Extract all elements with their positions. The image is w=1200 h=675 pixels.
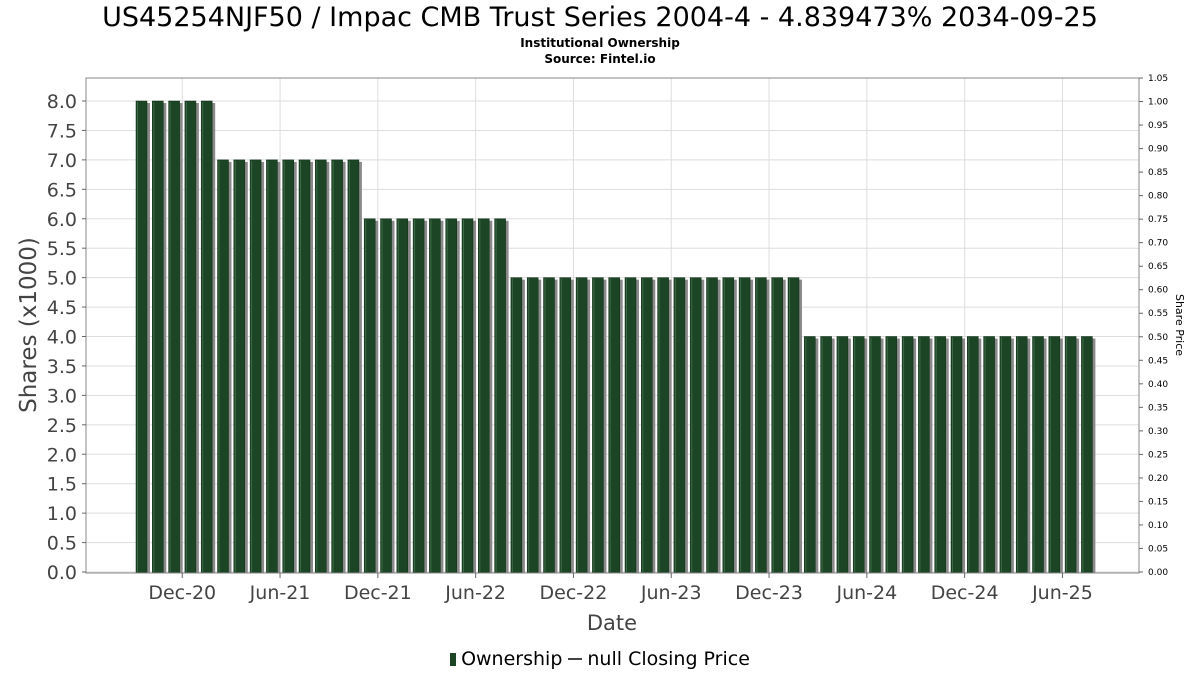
x-tick-label: Jun-21 [249, 582, 311, 604]
chart-source: Source: Fintel.io [544, 52, 656, 66]
y2-tick-label: 0.95 [1148, 121, 1168, 131]
x-tick-label: Dec-21 [344, 582, 412, 604]
chart-subtitle: Institutional Ownership [520, 36, 680, 50]
y2-tick-label: 0.50 [1148, 333, 1168, 343]
y2-tick-label: 1.05 [1148, 74, 1168, 84]
x-tick-label: Jun-23 [640, 582, 702, 604]
bar-series-ownership [86, 100, 1139, 574]
y2-tick-label: 0.00 [1148, 568, 1168, 578]
x-tick-label: Jun-25 [1031, 582, 1093, 604]
plot-frame [85, 77, 1140, 574]
y-tick-label: 2.5 [47, 415, 77, 437]
y2-tick-label: 0.45 [1148, 356, 1168, 366]
y-tick-label: 5.0 [47, 268, 77, 290]
y-axis-right: 0.00 0.05 0.10 0.15 0.20 0.25 0.30 0.35 0.40 0.45… [1139, 74, 1168, 578]
y-tick-label: 5.5 [47, 238, 77, 260]
ownership-swatch-icon [450, 653, 457, 666]
y-tick-label: 7.0 [47, 150, 77, 172]
y2-axis-title: Share Price [1173, 294, 1186, 356]
y2-tick-label: 0.70 [1148, 239, 1168, 249]
y-tick-label: 4.5 [47, 297, 77, 319]
price-line-icon [568, 658, 583, 660]
y-tick-label: 1.0 [47, 503, 77, 525]
y2-tick-label: 0.65 [1148, 262, 1168, 272]
y2-tick-label: 0.30 [1148, 427, 1168, 437]
y2-tick-label: 0.60 [1148, 286, 1168, 296]
legend: Ownership null Closing Price [0, 647, 1200, 671]
x-tick-label: Jun-22 [444, 582, 506, 604]
y-tick-label: 1.5 [47, 474, 77, 496]
x-tick-label: Dec-23 [735, 582, 803, 604]
y-tick-label: 3.5 [47, 356, 77, 378]
y-axis-left: 0.0 0.5 1.0 1.5 2.0 2.5 3.0 3.5 4.0 4.5 5.0 5.5 6.0 6… [47, 91, 86, 584]
legend-ownership-label: Ownership [461, 648, 563, 670]
y-tick-label: 6.0 [47, 209, 77, 231]
y2-tick-label: 0.90 [1148, 145, 1168, 155]
y2-tick-label: 0.05 [1148, 544, 1168, 554]
x-tick-label: Jun-24 [835, 582, 897, 604]
chart-title: US45254NJF50 / Impac CMB Trust Series 20… [102, 2, 1098, 33]
y2-tick-label: 0.25 [1148, 450, 1168, 460]
y2-tick-label: 0.40 [1148, 380, 1168, 390]
y-tick-label: 6.5 [47, 179, 77, 201]
x-tick-label: Dec-24 [931, 582, 999, 604]
y-axis-title: Shares (x1000) [16, 237, 42, 413]
y2-tick-label: 0.20 [1148, 474, 1168, 484]
y-tick-label: 3.0 [47, 385, 77, 407]
y2-tick-label: 0.10 [1148, 521, 1168, 531]
y-tick-label: 7.5 [47, 120, 77, 142]
y2-tick-label: 0.80 [1148, 192, 1168, 202]
x-tick-label: Dec-20 [148, 582, 216, 604]
y2-tick-label: 0.35 [1148, 403, 1168, 413]
legend-price-label: null Closing Price [587, 648, 750, 670]
y-tick-label: 4.0 [47, 327, 77, 349]
y2-tick-label: 0.55 [1148, 309, 1168, 319]
y2-tick-label: 0.85 [1148, 168, 1168, 178]
y-tick-label: 0.5 [47, 533, 77, 555]
y-tick-label: 2.0 [47, 444, 77, 466]
y2-tick-label: 0.15 [1148, 497, 1168, 507]
x-axis-title: Date [587, 611, 637, 635]
x-axis: Dec-20 Jun-21 Dec-21 Jun-22 Dec-22 Jun-23 Dec-… [148, 573, 1093, 604]
y-tick-label: 8.0 [47, 91, 77, 113]
y-tick-label: 0.0 [47, 562, 77, 584]
x-tick-label: Dec-22 [540, 582, 608, 604]
y2-tick-label: 1.00 [1148, 98, 1168, 108]
y2-tick-label: 0.75 [1148, 215, 1168, 225]
